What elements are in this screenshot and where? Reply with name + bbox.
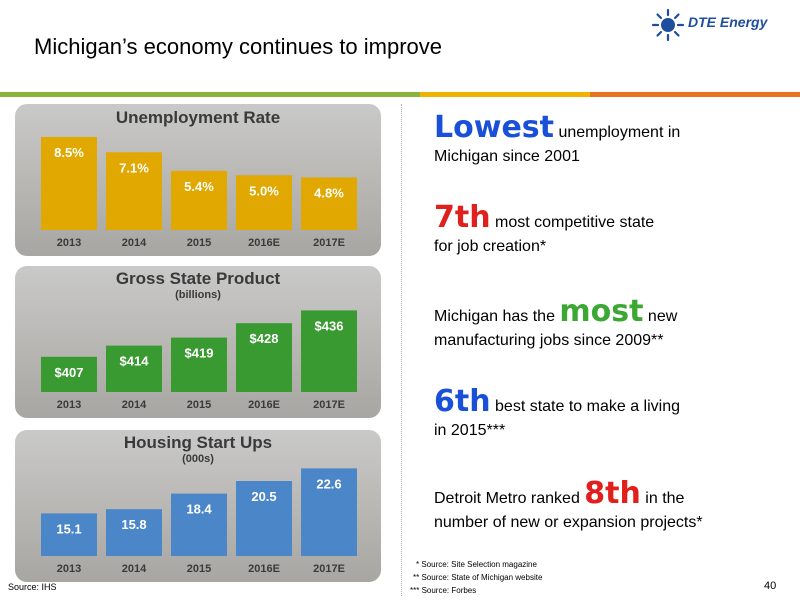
fact-line2: for job creation* — [434, 238, 547, 255]
chart-title: Gross State Product — [115, 269, 281, 288]
fact-highlight: 7th — [434, 200, 491, 235]
fact-line2: Michigan since 2001 — [434, 148, 580, 165]
bar-2013 — [41, 136, 97, 230]
vertical-divider — [401, 104, 402, 596]
category-label: 2016E — [248, 563, 280, 575]
chart-title: Unemployment Rate — [115, 108, 281, 127]
fact-post: unemployment in — [554, 124, 681, 141]
bar-2016E — [236, 323, 292, 392]
category-label: 2014 — [122, 563, 147, 575]
footnotes: * Source: Site Selection magazine ** Sou… — [410, 558, 542, 597]
bar-2013 — [41, 356, 97, 392]
fact-post: new — [643, 308, 678, 325]
footnote: *** Source: Forbes — [410, 586, 477, 595]
logo-text: DTE Energy — [688, 14, 768, 30]
category-label: 2013 — [57, 563, 81, 575]
bar-2017E — [301, 310, 357, 392]
bar-value-label: 15.1 — [56, 521, 81, 536]
bar-value-label: $428 — [250, 331, 279, 346]
fact-highlight: most — [559, 294, 644, 329]
category-label: 2017E — [313, 563, 345, 575]
bar-value-label: $407 — [55, 365, 84, 380]
dte-logo-icon — [651, 8, 685, 42]
category-label: 2016E — [248, 237, 280, 249]
bar-value-label: 18.4 — [186, 502, 212, 517]
fact-manufacturing-jobs: Michigan has the most new manufacturing … — [434, 297, 678, 353]
fact-post: best state to make a living — [490, 398, 681, 415]
page-number: 40 — [764, 580, 777, 592]
fact-line2: number of new or expansion projects* — [434, 514, 703, 531]
fact-post: most competitive state — [490, 214, 655, 231]
fact-expansion-projects: Detroit Metro ranked 8th in the number o… — [434, 479, 703, 535]
bar-value-label: 15.8 — [121, 517, 146, 532]
stripe-orange — [590, 92, 800, 97]
footnote: * Source: Site Selection magazine — [416, 560, 537, 569]
bar-value-label: 8.5% — [54, 145, 84, 160]
category-label: 2014 — [122, 237, 147, 249]
unemployment-chart-panel: Unemployment Rate 8.5% 2013 7.1% 2014 5.4% 20… — [15, 104, 381, 256]
footnote: ** Source: State of Michigan website — [413, 573, 543, 582]
fact-post: in the — [640, 490, 685, 507]
bar-2015 — [171, 493, 227, 556]
bar-value-label: $419 — [185, 346, 214, 361]
stripe-yellow — [420, 92, 590, 97]
stripe-green — [0, 92, 420, 97]
category-label: 2017E — [313, 399, 345, 411]
source-note: Source: IHS — [8, 582, 57, 592]
bar-value-label: 5.0% — [249, 183, 279, 198]
gsp-chart-panel: Gross State Product (billions) $407 2013 $… — [15, 266, 381, 418]
fact-lowest-unemployment: Lowest unemployment in Michigan since 20… — [434, 113, 681, 169]
bar-value-label: 7.1% — [119, 160, 149, 175]
gsp-chart: $407 2013 $414 2014 $419 2015 $428 2016E $436 201… — [41, 310, 357, 411]
category-label: 2017E — [313, 237, 345, 249]
bar-value-label: 22.6 — [316, 476, 341, 491]
bar-2015 — [171, 337, 227, 392]
bar-value-label: 20.5 — [251, 489, 276, 504]
housing-chart-panel: Housing Start Ups (000s) 15.1 2013 15.8 201… — [15, 430, 381, 582]
category-label: 2015 — [187, 237, 211, 249]
category-label: 2016E — [248, 399, 280, 411]
fact-make-a-living: 6th best state to make a living in 2015*… — [434, 387, 681, 443]
fact-highlight: 8th — [584, 476, 641, 511]
page-title: Michigan’s economy continues to improve — [34, 34, 443, 59]
logo: DTE Energy — [650, 8, 790, 42]
bar-2016E — [236, 481, 292, 556]
fact-highlight: Lowest — [434, 110, 554, 145]
bar-2016E — [236, 175, 292, 230]
bar-2014 — [106, 152, 162, 230]
chart-subtitle: (billions) — [175, 289, 221, 301]
category-label: 2013 — [57, 399, 81, 411]
bar-2013 — [41, 513, 97, 556]
category-label: 2013 — [57, 237, 81, 249]
category-label: 2015 — [187, 399, 211, 411]
fact-competitive-state: 7th most competitive state for job creat… — [434, 203, 655, 259]
bar-2017E — [301, 468, 357, 556]
bar-value-label: $436 — [315, 318, 344, 333]
bar-value-label: 4.8% — [314, 185, 344, 200]
bar-value-label: 5.4% — [184, 179, 214, 194]
fact-pre: Detroit Metro ranked — [434, 490, 585, 507]
category-label: 2015 — [187, 563, 211, 575]
bar-2015 — [171, 170, 227, 230]
fact-line2: manufacturing jobs since 2009** — [434, 332, 664, 349]
chart-subtitle: (000s) — [182, 453, 214, 465]
bar-2017E — [301, 177, 357, 230]
housing-chart: 15.1 2013 15.8 2014 18.4 2015 20.5 2016E 22.6 201… — [41, 468, 357, 575]
fact-line2: in 2015*** — [434, 422, 506, 439]
bar-2014 — [106, 509, 162, 556]
fact-pre: Michigan has the — [434, 308, 560, 325]
bar-2014 — [106, 345, 162, 392]
unemployment-chart: 8.5% 2013 7.1% 2014 5.4% 2015 5.0% 2016E 4.8% 201… — [41, 136, 357, 249]
category-label: 2014 — [122, 399, 147, 411]
fact-highlight: 6th — [434, 384, 491, 419]
bar-value-label: $414 — [120, 354, 150, 369]
chart-title: Housing Start Ups — [123, 433, 273, 452]
